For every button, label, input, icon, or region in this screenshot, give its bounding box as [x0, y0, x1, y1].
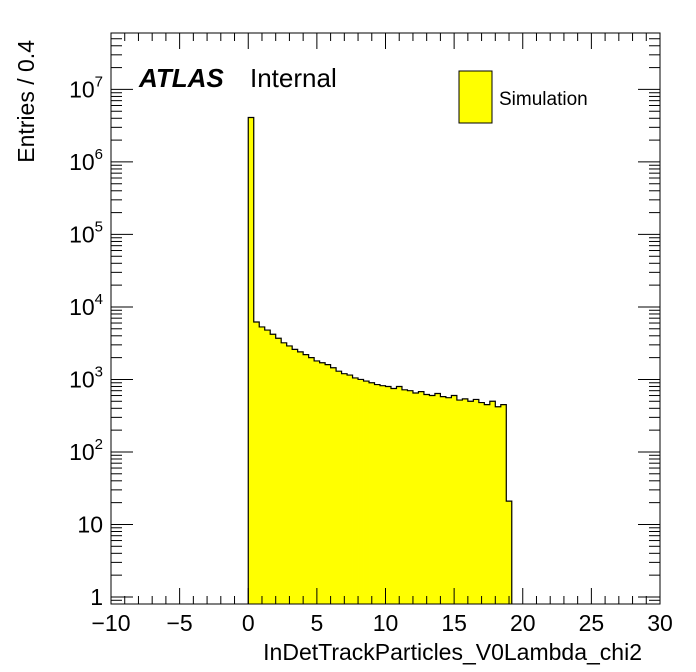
x-tick-label: 0	[242, 610, 255, 636]
histogram-bar	[412, 393, 419, 604]
histogram-bar	[281, 342, 288, 604]
y-tick-label: 1	[90, 584, 103, 610]
histogram-bar	[434, 393, 441, 604]
histogram-bar	[341, 373, 348, 604]
histogram-bar	[451, 395, 458, 604]
histogram-bar	[292, 349, 299, 604]
histogram-bar	[308, 357, 315, 604]
histogram-bar	[440, 396, 447, 604]
y-tick-labels: 1 10 102 103 104 105 106 107	[69, 73, 103, 610]
histogram-bar	[303, 354, 310, 604]
histogram-bar	[385, 386, 392, 604]
histogram-bar	[423, 394, 430, 604]
histogram-bar	[429, 395, 436, 604]
histogram-bar	[456, 400, 463, 604]
histogram-bar	[363, 381, 370, 604]
histogram-bar	[374, 384, 381, 604]
histogram-bar	[489, 401, 496, 604]
x-tick-label: 10	[373, 610, 399, 636]
histogram-bar	[314, 360, 321, 604]
histogram-bar	[319, 362, 326, 604]
y-tick-label: 107	[69, 73, 103, 102]
histogram-bar	[390, 388, 397, 604]
histogram-bar	[336, 371, 342, 604]
histogram-bar	[473, 399, 480, 604]
x-tick-label: −10	[91, 610, 130, 636]
x-tick-label: −5	[167, 610, 193, 636]
histogram-bar	[264, 330, 271, 604]
histogram-bar	[352, 377, 359, 604]
x-tick-label: 30	[647, 610, 673, 636]
y-axis-label: Entries / 0.4	[13, 40, 39, 163]
histogram-bar	[347, 375, 353, 604]
y-tick-label: 10	[77, 511, 103, 537]
histogram-bars	[247, 116, 513, 604]
atlas-label: ATLAS	[138, 63, 224, 93]
histogram-bar	[297, 351, 304, 604]
x-tick-label: 15	[441, 610, 467, 636]
histogram-bar	[484, 404, 491, 604]
y-tick-label: 104	[69, 291, 103, 320]
y-tick-label: 102	[69, 436, 103, 465]
x-tick-labels: −10 −5 0 5 10 15 20 25 30	[91, 610, 672, 636]
histogram-bar	[401, 389, 408, 604]
histogram-bar	[418, 391, 425, 604]
y-tick-label: 105	[69, 218, 103, 247]
y-tick-label: 106	[69, 146, 103, 175]
histogram-bar	[253, 321, 260, 604]
x-tick-label: 25	[579, 610, 605, 636]
histogram-bar	[396, 386, 403, 604]
axis-ticks	[110, 32, 661, 605]
histogram-outline	[247, 116, 513, 604]
histogram-bar	[325, 364, 331, 604]
histogram-bar	[495, 406, 502, 604]
histogram-bar	[248, 117, 255, 604]
histogram-bar	[275, 338, 282, 604]
x-tick-label: 5	[310, 610, 323, 636]
histogram-bar	[445, 397, 452, 604]
histogram-bar	[380, 385, 386, 604]
histogram-bar	[407, 390, 414, 604]
x-axis-label: InDetTrackParticles_V0Lambda_chi2	[263, 639, 642, 665]
histogram-bar	[506, 501, 513, 604]
legend-label: Simulation	[499, 89, 588, 110]
histogram-bar	[462, 398, 469, 604]
histogram-bar	[358, 379, 364, 604]
atlas-internal-label: Internal	[250, 63, 337, 93]
histogram-bar	[270, 334, 277, 604]
histogram-bar	[259, 326, 266, 604]
legend-swatch	[458, 70, 493, 124]
x-tick-label: 20	[510, 610, 536, 636]
histogram-bar	[330, 367, 337, 604]
histogram-bar	[500, 404, 507, 604]
histogram-bar	[369, 382, 375, 604]
histogram-bar	[286, 345, 293, 604]
histogram-bar	[478, 402, 485, 604]
y-tick-label: 103	[69, 363, 103, 392]
histogram-bar	[467, 401, 474, 604]
